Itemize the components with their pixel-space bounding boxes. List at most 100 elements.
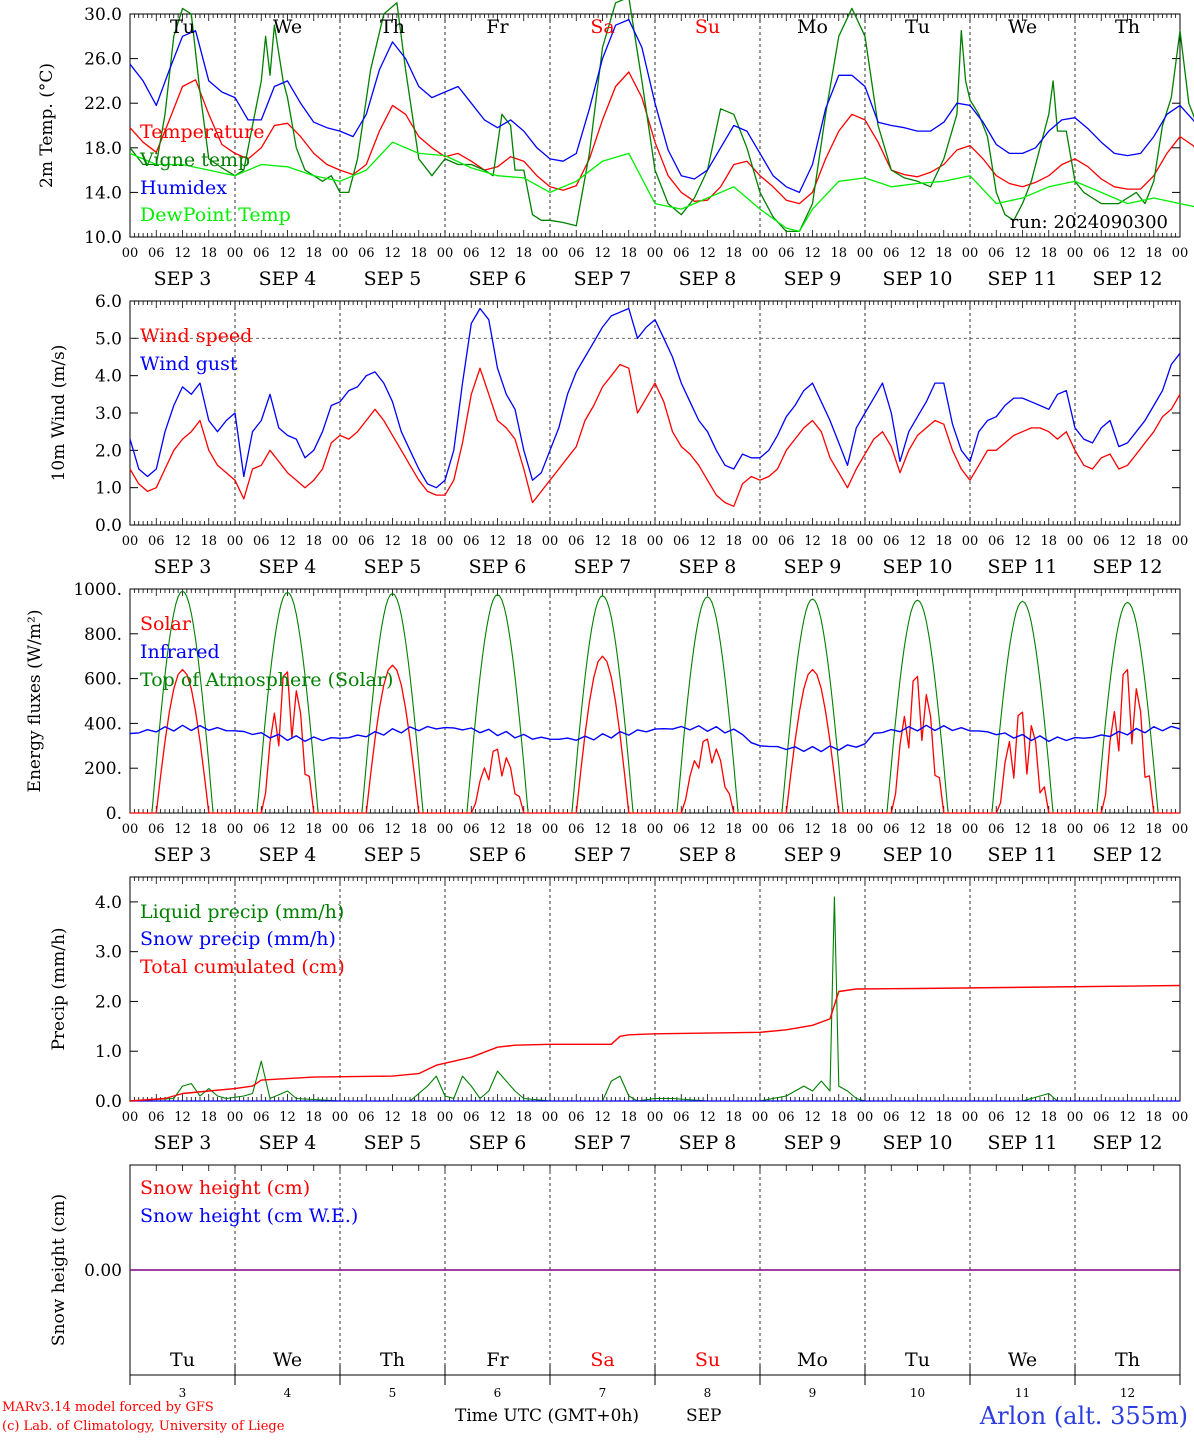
y-tick-label: 26.0 <box>84 50 122 70</box>
hour-tick-label: 12 <box>804 534 821 549</box>
legend-infrared: Infrared <box>140 641 220 663</box>
y-tick-label: 14.0 <box>84 183 122 203</box>
hour-tick-label: 00 <box>1067 246 1084 261</box>
hour-tick-label: 00 <box>227 246 244 261</box>
y-tick-label: 2.0 <box>95 992 122 1012</box>
hour-tick-label: 06 <box>778 822 795 837</box>
day-label: SEP 10 <box>883 268 953 290</box>
day-label: SEP 3 <box>154 556 212 578</box>
hour-tick-label: 06 <box>988 246 1005 261</box>
hour-tick-label: 06 <box>1093 1110 1110 1125</box>
hour-tick-label: 18 <box>725 1110 742 1125</box>
hour-tick-label: 06 <box>988 534 1005 549</box>
weekday-label: Th <box>380 16 405 38</box>
hour-tick-label: 12 <box>1119 822 1136 837</box>
hour-tick-label: 18 <box>515 1110 532 1125</box>
hour-tick-label: 00 <box>752 534 769 549</box>
legend-snow-precip-mm-h-: Snow precip (mm/h) <box>140 928 336 950</box>
plot-frame <box>129 300 1181 526</box>
y-tick-label: 400. <box>84 714 122 734</box>
y-axis-title: 10m Wind (m/s) <box>49 345 69 482</box>
series-temperature <box>129 71 1194 205</box>
hour-tick-label: 12 <box>174 246 191 261</box>
hour-tick-label: 06 <box>1093 534 1110 549</box>
series-dewpoint-temp <box>129 141 1194 233</box>
hour-tick-label: 00 <box>1067 1110 1084 1125</box>
hour-tick-label: 12 <box>384 1110 401 1125</box>
day-label: SEP 5 <box>364 268 422 290</box>
hour-tick-label: 00 <box>857 1110 874 1125</box>
hour-tick-label: 00 <box>332 246 349 261</box>
hour-tick-label: 12 <box>384 822 401 837</box>
hour-tick-label: 12 <box>489 822 506 837</box>
hour-tick-label: 12 <box>594 534 611 549</box>
hour-tick-label: 06 <box>988 822 1005 837</box>
hour-tick-label: 12 <box>699 534 716 549</box>
hour-tick-label: 00 <box>227 534 244 549</box>
day-label: SEP 9 <box>784 1132 842 1154</box>
weekday-label: Tu <box>905 1349 930 1371</box>
hour-tick-label: 00 <box>437 822 454 837</box>
hour-tick-label: 18 <box>1145 822 1162 837</box>
hour-tick-label: 18 <box>725 534 742 549</box>
hour-tick-label: 18 <box>305 1110 322 1125</box>
day-label: SEP 4 <box>259 844 317 866</box>
hour-tick-label: 06 <box>778 246 795 261</box>
weekday-label: We <box>273 16 302 38</box>
hour-tick-label: 12 <box>489 1110 506 1125</box>
hour-tick-label: 06 <box>883 1110 900 1125</box>
hour-tick-label: 18 <box>830 1110 847 1125</box>
y-tick-label: 6.0 <box>95 292 122 312</box>
hour-tick-label: 12 <box>174 822 191 837</box>
day-number: 11 <box>1015 1386 1030 1400</box>
hour-tick-label: 06 <box>148 534 165 549</box>
hour-tick-label: 18 <box>200 246 217 261</box>
day-number: 7 <box>599 1386 607 1400</box>
hour-tick-label: 12 <box>594 822 611 837</box>
hour-tick-label: 12 <box>489 534 506 549</box>
weekday-label: We <box>1008 1349 1037 1371</box>
hour-tick-label: 12 <box>909 822 926 837</box>
hour-tick-label: 18 <box>410 822 427 837</box>
hour-tick-label: 00 <box>227 1110 244 1125</box>
hour-tick-label: 12 <box>279 246 296 261</box>
hour-tick-label: 18 <box>830 534 847 549</box>
y-tick-label: 800. <box>84 625 122 645</box>
y-tick-label: 10.0 <box>84 228 122 248</box>
hour-tick-label: 18 <box>725 822 742 837</box>
hour-tick-label: 18 <box>1040 822 1057 837</box>
hour-tick-label: 00 <box>647 534 664 549</box>
hour-tick-label: 06 <box>463 822 480 837</box>
hour-tick-label: 06 <box>1093 822 1110 837</box>
hour-tick-label: 18 <box>200 1110 217 1125</box>
hour-tick-label: 00 <box>542 1110 559 1125</box>
hour-tick-label: 06 <box>463 1110 480 1125</box>
hour-tick-label: 00 <box>1172 246 1189 261</box>
hour-tick-label: 00 <box>437 246 454 261</box>
day-label: SEP 10 <box>883 1132 953 1154</box>
series-top-of-atmosphere-solar <box>130 590 1180 814</box>
day-label: SEP 5 <box>364 844 422 866</box>
model-credit: MARv3.14 model forced by GFS <box>2 1400 214 1415</box>
hour-tick-label: 00 <box>1172 822 1189 837</box>
day-label: SEP 4 <box>259 268 317 290</box>
hour-tick-label: 18 <box>935 246 952 261</box>
hour-tick-label: 06 <box>883 822 900 837</box>
hour-tick-label: 06 <box>778 1110 795 1125</box>
hour-tick-label: 06 <box>358 1110 375 1125</box>
hour-tick-label: 18 <box>620 246 637 261</box>
hour-tick-label: 00 <box>647 822 664 837</box>
legend-top-of-atmosphere-solar-: Top of Atmosphere (Solar) <box>140 669 393 691</box>
legend-humidex: Humidex <box>140 177 227 199</box>
weekday-label: Su <box>695 16 720 38</box>
hour-tick-label: 00 <box>647 1110 664 1125</box>
hour-tick-label: 06 <box>358 822 375 837</box>
hour-tick-label: 18 <box>620 822 637 837</box>
hour-tick-label: 00 <box>332 1110 349 1125</box>
weekday-label: Th <box>380 1349 405 1371</box>
hour-tick-label: 00 <box>1172 534 1189 549</box>
hour-tick-label: 12 <box>279 1110 296 1125</box>
hour-tick-label: 12 <box>594 1110 611 1125</box>
day-label: SEP 8 <box>679 268 737 290</box>
